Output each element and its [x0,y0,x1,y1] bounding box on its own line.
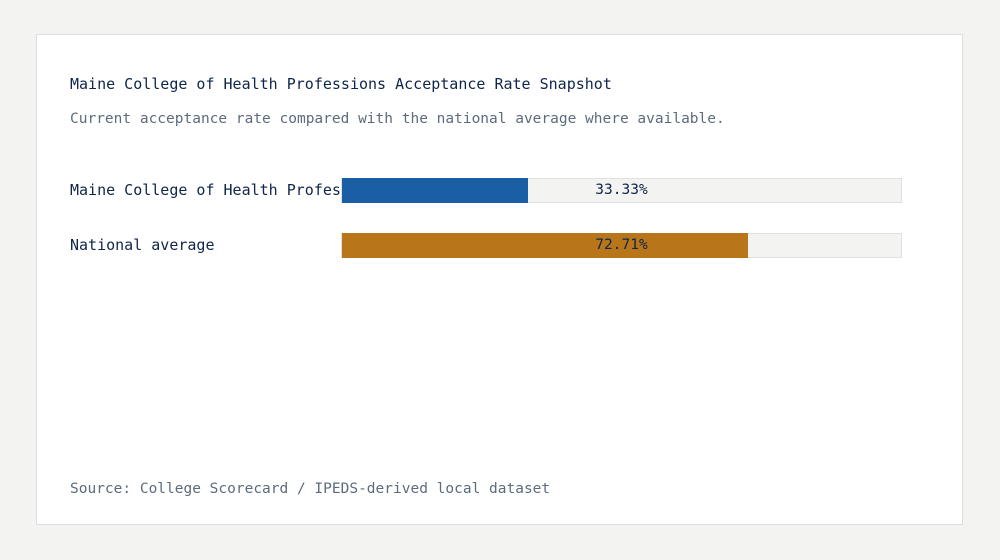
chart-source: Source: College Scorecard / IPEDS-derive… [70,481,551,497]
chart-card: Maine College of Health Professions Acce… [36,34,963,525]
bar-school [342,178,529,203]
bar-track-school: 33.33% [341,178,902,203]
bar-row-national: National average 72.71% [70,233,902,258]
bar-national [342,233,749,258]
bar-row-school: Maine College of Health Professions 33.3… [70,178,902,203]
bar-track-national: 72.71% [341,233,902,258]
chart-subtitle: Current acceptance rate compared with th… [70,111,725,127]
value-label-school: 33.33% [595,182,648,198]
value-label-national: 72.71% [595,237,648,253]
chart-title: Maine College of Health Professions Acce… [70,75,612,93]
bar-label-national: National average [70,236,215,254]
bar-label-school: Maine College of Health Professions [70,181,340,199]
